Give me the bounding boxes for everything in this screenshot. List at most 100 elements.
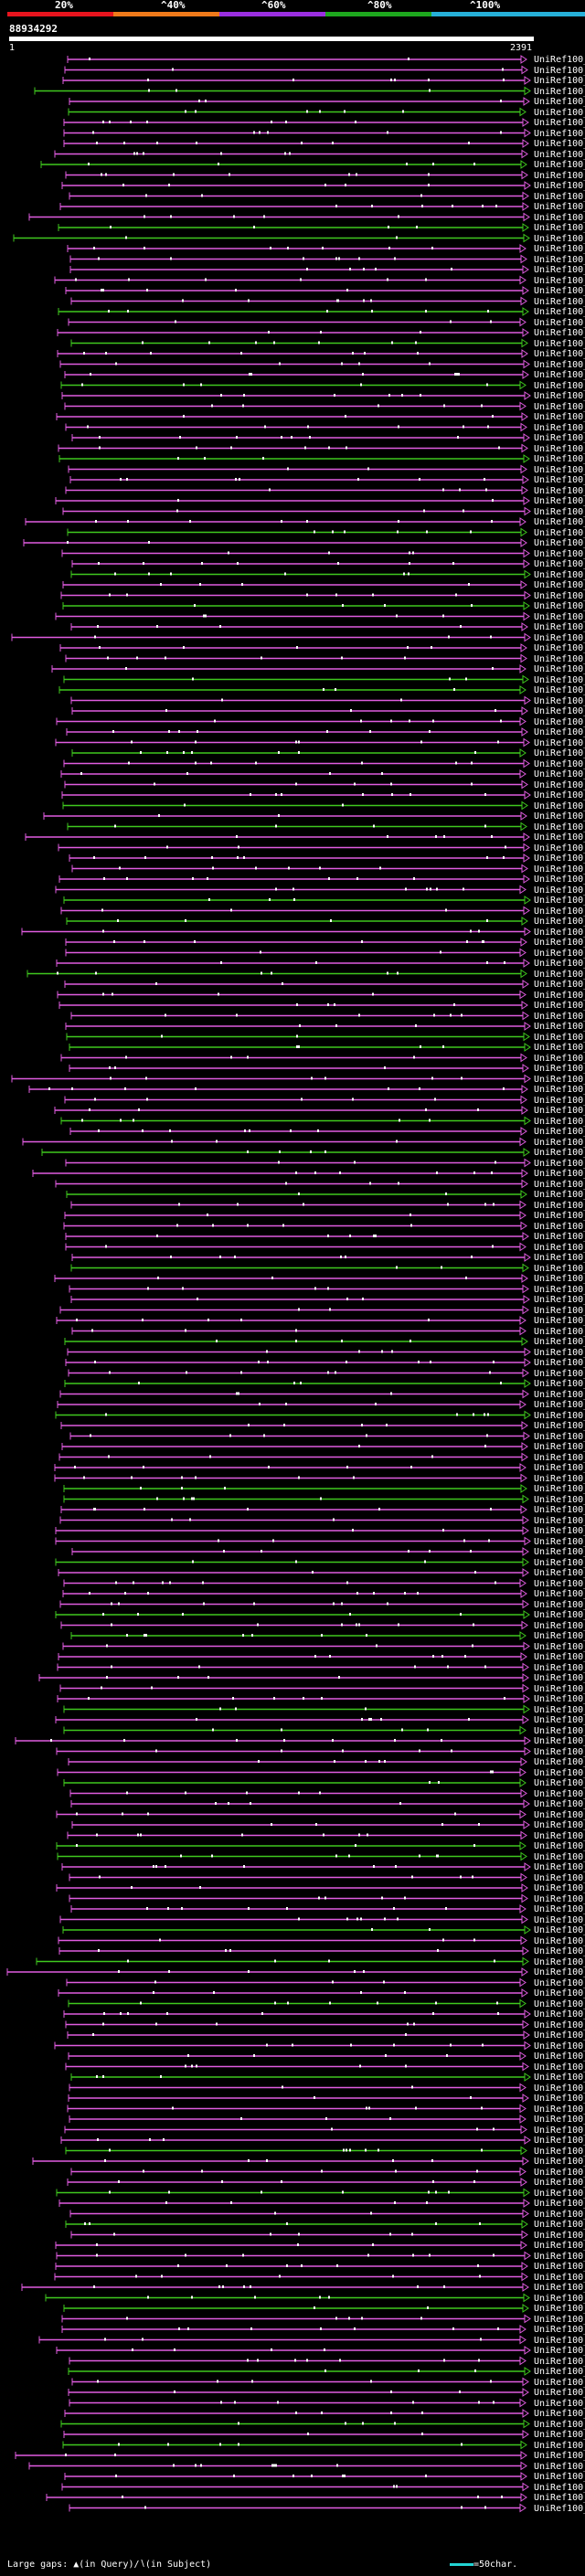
hit-label[interactable]: UniRef100_A1EQT1	[534, 727, 585, 737]
hit-label[interactable]: UniRef100_UP1000..	[534, 1400, 585, 1410]
hit-label[interactable]: UniRef100_C3XH31	[534, 1158, 585, 1169]
hit-label[interactable]: UniRef100_C5X899	[534, 65, 585, 76]
hit-label[interactable]: UniRef100_Q05B60-4	[534, 1673, 585, 1683]
hit-label[interactable]: UniRef100_Q4E4J5	[534, 643, 585, 653]
hit-label[interactable]: UniRef100_C1EPR3	[534, 1956, 585, 1967]
hit-label[interactable]: UniRef100_B9RYC5	[534, 2146, 585, 2157]
hit-label[interactable]: UniRef100_B7QFW8	[534, 412, 585, 422]
hit-label[interactable]: UniRef100_A6UHC7	[534, 1263, 585, 1274]
hit-label[interactable]: UniRef100_C4BV22	[534, 2209, 585, 2220]
hit-label[interactable]: UniRef100_A3BDM5	[534, 1778, 585, 1788]
hit-label[interactable]: UniRef100_A4QY10	[534, 2409, 585, 2419]
hit-label[interactable]: UniRef100_Q4TES1	[534, 601, 585, 611]
hit-label[interactable]: UniRef100_Q3HTK8	[534, 212, 585, 223]
hit-label[interactable]: UniRef100_A7Q0Q2	[534, 1074, 585, 1085]
hit-label[interactable]: UniRef100_C5W322	[534, 1505, 585, 1515]
hit-label[interactable]: UniRef100_B8BCY9	[534, 580, 585, 590]
hit-label[interactable]: UniRef100_Q5SBM1	[534, 128, 585, 139]
hit-label[interactable]: UniRef100_Q8CFT2	[534, 1841, 585, 1851]
hit-label[interactable]: UniRef100_A1CDR3	[534, 2272, 585, 2283]
hit-label[interactable]: UniRef100_Q01AC1	[534, 548, 585, 559]
hit-label[interactable]: UniRef100_B9S1L1	[534, 2136, 585, 2146]
hit-label[interactable]: UniRef100_UP1000..	[534, 1442, 585, 1452]
hit-label[interactable]: UniRef100_Q6NYV7	[534, 2356, 585, 2367]
hit-label[interactable]: UniRef100_P18165	[534, 1851, 585, 1862]
hit-label[interactable]: UniRef100_Q05B60-5	[534, 1620, 585, 1631]
hit-label[interactable]: UniRef100_UP1000..	[534, 1200, 585, 1211]
hit-label[interactable]: UniRef100_UP1000..	[534, 653, 585, 664]
hit-label[interactable]: UniRef100_B4GF40	[534, 1568, 585, 1578]
hit-label[interactable]: UniRef100_Q5T3L8	[534, 969, 585, 980]
hit-label[interactable]: UniRef100_UP1000..	[534, 1883, 585, 1893]
hit-label[interactable]: UniRef100_B6Q333	[534, 695, 585, 706]
hit-label[interactable]: UniRef100_C5SGP4	[534, 1169, 585, 1179]
hit-label[interactable]: UniRef100_C5VTP4	[534, 1946, 585, 1956]
hit-label[interactable]: UniRef100_A4FGR9	[534, 758, 585, 769]
hit-label[interactable]: UniRef100_A4S0J2	[534, 2199, 585, 2209]
hit-label[interactable]: UniRef100_UP1000..	[534, 1022, 585, 1032]
hit-label[interactable]: UniRef100_UP1000..	[534, 1221, 585, 1232]
hit-label[interactable]: UniRef100_UP1000..	[534, 2314, 585, 2325]
hit-label[interactable]: UniRef100_Q44285	[534, 107, 585, 118]
hit-label[interactable]: UniRef100_C1UJ30	[534, 2482, 585, 2493]
hit-label[interactable]: UniRef100_B7QE44	[534, 632, 585, 643]
hit-label[interactable]: UniRef100_Q9FXH1	[534, 990, 585, 1001]
hit-label[interactable]: UniRef100_A3H407	[534, 1904, 585, 1914]
hit-label[interactable]: UniRef100_UP1000..	[534, 748, 585, 758]
hit-label[interactable]: UniRef100_B1YPT1	[534, 1914, 585, 1925]
hit-label[interactable]: UniRef100_Q7UR49	[534, 1274, 585, 1284]
hit-label[interactable]: UniRef100_Q9T0K5	[534, 55, 585, 65]
hit-label[interactable]: UniRef100_C6LJ68	[534, 2398, 585, 2409]
hit-label[interactable]: UniRef100_C9LW10	[534, 2072, 585, 2083]
hit-label[interactable]: UniRef100_A6JP14	[534, 160, 585, 170]
hit-label[interactable]: UniRef100_A3E1Y7	[534, 2503, 585, 2514]
hit-label[interactable]: UniRef100_Q4W259	[534, 202, 585, 212]
hit-label[interactable]: UniRef100_Q2U6Q3	[534, 2241, 585, 2251]
hit-label[interactable]: UniRef100_UP1000..	[534, 2051, 585, 2062]
hit-label[interactable]: UniRef100_UP1000..	[534, 1694, 585, 1704]
hit-label[interactable]: UniRef100_UP1000..	[534, 1190, 585, 1200]
hit-label[interactable]: UniRef100_A4AW15	[534, 1085, 585, 1095]
hit-label[interactable]: UniRef100_B4PNQ4	[534, 1106, 585, 1116]
hit-label[interactable]: UniRef100_Q3HTL0	[534, 317, 585, 328]
hit-label[interactable]: UniRef100_Q99L28	[534, 139, 585, 149]
hit-label[interactable]: UniRef100_Q05B60-6	[534, 1652, 585, 1662]
hit-label[interactable]: UniRef100_B7PK12	[534, 433, 585, 443]
hit-label[interactable]: UniRef100_C5XCL5	[534, 1148, 585, 1158]
hit-label[interactable]: UniRef100_B9SEE8	[534, 1526, 585, 1536]
hit-label[interactable]: UniRef100_Q71R37	[534, 307, 585, 317]
hit-label[interactable]: UniRef100_Q01JM1	[534, 559, 585, 569]
hit-label[interactable]: UniRef100_Q4L645	[534, 1032, 585, 1043]
hit-label[interactable]: UniRef100_B4NYZ4	[534, 1095, 585, 1106]
hit-label[interactable]: UniRef100_UP1000..	[534, 1179, 585, 1190]
hit-label[interactable]: UniRef100_UP1000..	[534, 2030, 585, 2041]
hit-label[interactable]: UniRef100_Q7PCY7	[534, 2220, 585, 2230]
hit-label[interactable]: UniRef100_B7Q0E3	[534, 917, 585, 927]
hit-label[interactable]: UniRef100_Q6QK36	[534, 2367, 585, 2377]
hit-label[interactable]: UniRef100_A9U4W4	[534, 517, 585, 527]
hit-label[interactable]: UniRef100_Q5S8M0	[534, 1011, 585, 1022]
hit-label[interactable]: UniRef100_C1FYS8	[534, 885, 585, 896]
hit-label[interactable]: UniRef100_B7Q3U3	[534, 328, 585, 338]
hit-label[interactable]: UniRef100_B9SMV7	[534, 2440, 585, 2451]
hit-label[interactable]: UniRef100_Q9UFS6	[534, 1610, 585, 1620]
hit-label[interactable]: UniRef100_Q4Q96B	[534, 401, 585, 412]
hit-label[interactable]: UniRef100_Q94BY6	[534, 338, 585, 349]
hit-label[interactable]: UniRef100_B7QPP2	[534, 422, 585, 433]
hit-label[interactable]: UniRef100_A4WEV2	[534, 1589, 585, 1599]
hit-label[interactable]: UniRef100_C0QFQ9	[534, 1809, 585, 1820]
hit-label[interactable]: UniRef100_C5QL38	[534, 1358, 585, 1368]
hit-label[interactable]: UniRef100_UP1000..	[534, 1410, 585, 1421]
hit-label[interactable]: UniRef100_B3R7G7	[534, 1295, 585, 1305]
hit-label[interactable]: UniRef100_B8HDR4	[534, 2178, 585, 2188]
hit-label[interactable]: UniRef100_C5UYR8	[534, 1347, 585, 1358]
hit-label[interactable]: UniRef100_UP1000..	[534, 265, 585, 275]
hit-label[interactable]: UniRef100_Q3HTK2	[534, 391, 585, 401]
hit-label[interactable]: UniRef100_A2P502	[534, 1988, 585, 1998]
hit-label[interactable]: UniRef100_A8GYX6	[534, 2125, 585, 2136]
hit-label[interactable]: UniRef100_C1EA37	[534, 496, 585, 506]
hit-label[interactable]: UniRef100_Q9LS21	[534, 1599, 585, 1610]
hit-label[interactable]: UniRef100_Q62021	[534, 1935, 585, 1946]
hit-label[interactable]: UniRef100_Q4R519	[534, 191, 585, 202]
hit-label[interactable]: UniRef100_UP1000..	[534, 464, 585, 475]
